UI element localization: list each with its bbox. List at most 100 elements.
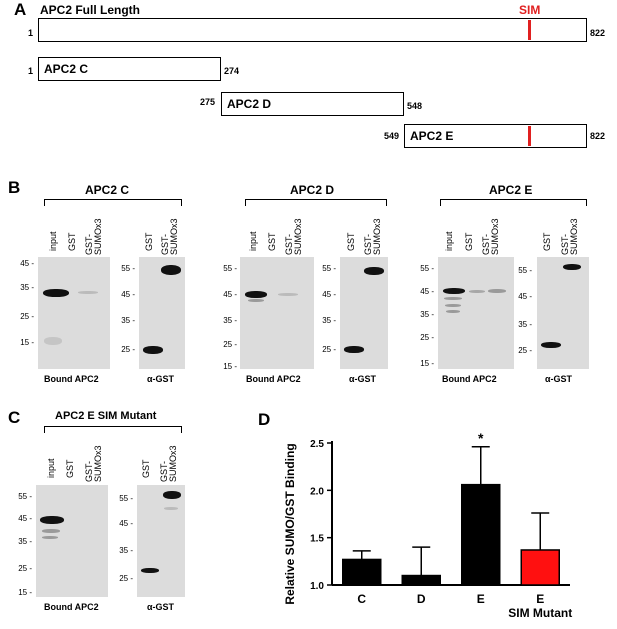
y-tick-label: 2.0 (310, 486, 324, 497)
full-end: 822 (590, 28, 606, 38)
panel-c-caption-left: Bound APC2 (44, 602, 99, 612)
blot-e-mw-l-1: 45 - (420, 287, 434, 296)
blot-e-mw-r-0: 55 - (518, 266, 532, 275)
blot-e-bound (438, 257, 514, 369)
full-start: 1 (28, 28, 34, 38)
panel-c-title: APC2 E SIM Mutant (55, 410, 157, 422)
e-box-label: APC2 E (410, 129, 454, 143)
blot-c-mw-l-0: 45 - (20, 259, 34, 268)
blot-c-caption-right: α-GST (147, 374, 175, 384)
c-start: 1 (28, 66, 34, 76)
panel-c-mw-l-3: 25 - (18, 564, 32, 573)
c-end: 274 (224, 66, 240, 76)
d-box: APC2 D (221, 92, 404, 116)
blot-d-mw-r-2: 35 - (322, 316, 336, 325)
blot-c-mw-r-3: 25 - (121, 345, 135, 354)
panel-c-mw-r-1: 45 - (119, 519, 133, 528)
blot-e-mw-r-1: 45 - (518, 292, 532, 301)
panel-c-mw-r-0: 55 - (119, 494, 133, 503)
blot-d-mw-r-3: 25 - (322, 345, 336, 354)
blot-e-caption-left: Bound APC2 (442, 374, 497, 384)
blot-c-gst (139, 257, 185, 369)
panel-a-letter: A (14, 0, 27, 19)
blot-c-lane-gst: GST (67, 232, 77, 251)
blot-d-mw-l-2: 35 - (223, 316, 237, 325)
x-category-label: C (357, 592, 366, 606)
blot-d-bracket (245, 199, 387, 206)
e-start: 549 (384, 131, 400, 141)
blot-e-lane-input: input (444, 231, 454, 251)
c-box-label: APC2 C (44, 62, 89, 76)
panel-c-lane-gst-sumo: GST- SUMOx3 (84, 445, 103, 482)
x-category-sublabel: SIM Mutant (508, 606, 572, 620)
panel-c-mw-l-4: 15 - (18, 588, 32, 597)
y-tick-label: 1.5 (310, 534, 324, 545)
blot-d-mw-r-0: 55 - (322, 264, 336, 273)
blot-c-bracket (44, 199, 182, 206)
blot-c-caption-left: Bound APC2 (44, 374, 99, 384)
panel-c-mw-l-1: 45 - (18, 514, 32, 523)
blot-d-mw-r-1: 45 - (322, 290, 336, 299)
full-length-box (38, 18, 587, 42)
blot-e-lane-gst: GST (464, 232, 474, 251)
d-start: 275 (200, 97, 216, 107)
panel-c-mw-l-2: 35 - (18, 537, 32, 546)
bar-3 (520, 549, 560, 586)
blot-d-caption-left: Bound APC2 (246, 374, 301, 384)
panel-c-lane-gst-sumo-r: GST- SUMOx3 (159, 445, 178, 482)
y-tick-label: 2.5 (310, 439, 324, 450)
blot-c-bound (38, 257, 110, 369)
blot-e-bracket (440, 199, 587, 206)
blot-d-lane-gst-sumo-r: GST- SUMOx3 (363, 218, 382, 255)
panel-c-lane-gst: GST (65, 459, 75, 478)
x-category-label: D (417, 592, 426, 606)
bar-1 (401, 574, 441, 586)
e-end: 822 (590, 131, 606, 141)
x-category-label: E (536, 592, 544, 606)
d-end: 548 (407, 101, 423, 111)
blot-e-mw-l-2: 35 - (420, 310, 434, 319)
bar-0 (342, 558, 382, 586)
blot-e-lane-gst-sumo: GST- SUMOx3 (481, 218, 500, 255)
panel-c-bound (36, 485, 108, 597)
blot-d-gst (340, 257, 388, 369)
blot-e-mw-r-3: 25 - (518, 346, 532, 355)
blot-c-lane-gst-sumo-r: GST- SUMOx3 (160, 218, 179, 255)
panel-b-letter: B (8, 178, 21, 197)
blot-e-mw-l-4: 15 - (420, 359, 434, 368)
blot-e-caption-right: α-GST (545, 374, 573, 384)
blot-d-mw-l-4: 15 - (223, 362, 237, 371)
blot-d-mw-l-1: 45 - (223, 290, 237, 299)
panel-c-letter: C (8, 408, 21, 427)
blot-d-caption-right: α-GST (349, 374, 377, 384)
blot-e-gst (537, 257, 589, 369)
y-axis-label: Relative SUMO/GST Binding (283, 443, 297, 604)
panel-c-bracket (44, 426, 182, 433)
blot-d-lane-gst-r: GST (346, 232, 356, 251)
full-length-title: APC2 Full Length (40, 3, 140, 17)
x-category-label: E (477, 592, 485, 606)
blot-d-bound (240, 257, 314, 369)
bar-2 (461, 483, 501, 586)
blot-c-mw-r-0: 55 - (121, 264, 135, 273)
blot-d-title: APC2 D (290, 183, 335, 197)
blot-c-mw-r-1: 45 - (121, 290, 135, 299)
blot-d-lane-gst: GST (267, 232, 277, 251)
blot-c-lane-input: input (48, 231, 58, 251)
sim-mark-e (528, 126, 531, 146)
blot-e-title: APC2 E (489, 183, 533, 197)
blot-c-lane-gst-sumo: GST- SUMOx3 (84, 218, 103, 255)
panel-c-mw-r-3: 25 - (119, 574, 133, 583)
panel-c-mw-r-2: 35 - (119, 546, 133, 555)
panel-c-lane-input: input (46, 458, 56, 478)
blot-d-mw-l-3: 25 - (223, 340, 237, 349)
blot-e-lane-gst-r: GST (542, 232, 552, 251)
y-tick-label: 1.0 (310, 581, 324, 592)
panel-c-mw-l-0: 55 - (18, 492, 32, 501)
blot-d-lane-input: input (248, 231, 258, 251)
significance-marker: * (478, 430, 484, 446)
blot-c-title: APC2 C (85, 183, 130, 197)
blot-c-mw-l-2: 25 - (20, 312, 34, 321)
binding-bar-chart: 1.0 1.5 2.0 2.5 Relative SUMO/GST Binding C D E… (283, 430, 572, 620)
e-box: APC2 E (404, 124, 587, 148)
